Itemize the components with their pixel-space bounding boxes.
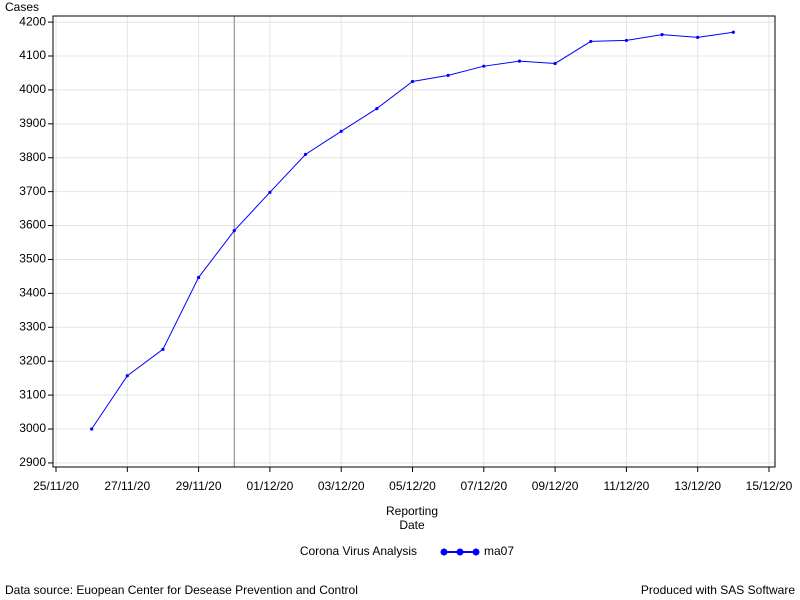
x-tick-label: 09/12/20 [532, 479, 579, 493]
legend-label: ma07 [484, 544, 514, 558]
data-point [624, 38, 629, 43]
data-point [410, 79, 415, 84]
y-tick-label: 3700 [19, 184, 46, 198]
data-point [232, 229, 236, 233]
x-tick-label: 03/12/20 [318, 479, 365, 493]
legend-marker [456, 548, 464, 556]
x-tick-label: 01/12/20 [247, 479, 294, 493]
data-point [696, 35, 700, 39]
y-tick-label: 3600 [19, 218, 46, 232]
data-point [482, 64, 486, 68]
data-point [553, 61, 557, 66]
data-point [589, 39, 593, 44]
y-tick-label: 3000 [19, 421, 46, 435]
data-point [446, 73, 450, 77]
legend-title: Corona Virus Analysis [300, 544, 417, 558]
y-tick-label: 2900 [19, 455, 46, 469]
data-point [339, 129, 343, 133]
data-point [660, 33, 664, 37]
x-tick-label: 07/12/20 [460, 479, 507, 493]
y-tick-label: 3900 [19, 116, 46, 130]
legend-marker [440, 548, 448, 556]
y-tick-label: 3200 [19, 353, 46, 367]
x-tick-label: 13/12/20 [674, 479, 721, 493]
x-tick-label: 11/12/20 [603, 479, 649, 493]
plot-frame [52, 15, 776, 468]
data-point [90, 427, 94, 431]
footnote-left: Data source: Euopean Center for Desease … [5, 583, 358, 597]
data-point [161, 347, 165, 351]
y-tick-label: 3400 [19, 286, 46, 300]
data-point [517, 59, 522, 63]
y-axis-label: Cases [5, 0, 39, 14]
x-tick-label: 25/11/20 [33, 479, 79, 493]
x-tick-label: 15/12/20 [746, 479, 793, 493]
data-point [303, 152, 308, 156]
y-tick-label: 4200 [19, 14, 46, 28]
x-tick-label: 27/11/20 [104, 479, 150, 493]
y-tick-label: 3800 [19, 150, 46, 164]
x-tick-label: 29/11/20 [176, 479, 222, 493]
x-tick-label: 05/12/20 [389, 479, 436, 493]
y-tick-label: 3300 [19, 319, 46, 333]
data-point [731, 30, 735, 34]
legend-marker [472, 548, 480, 556]
y-tick-label: 4100 [19, 48, 46, 62]
data-point [375, 106, 379, 111]
y-tick-label: 3500 [19, 252, 46, 266]
x-axis-label: Reporting Date [385, 504, 439, 532]
data-point [268, 190, 272, 194]
y-tick-label: 4000 [19, 82, 46, 96]
y-tick-label: 3100 [19, 387, 46, 401]
footnote-right: Produced with SAS Software [641, 583, 795, 597]
data-point [197, 275, 201, 280]
data-point [125, 374, 129, 378]
